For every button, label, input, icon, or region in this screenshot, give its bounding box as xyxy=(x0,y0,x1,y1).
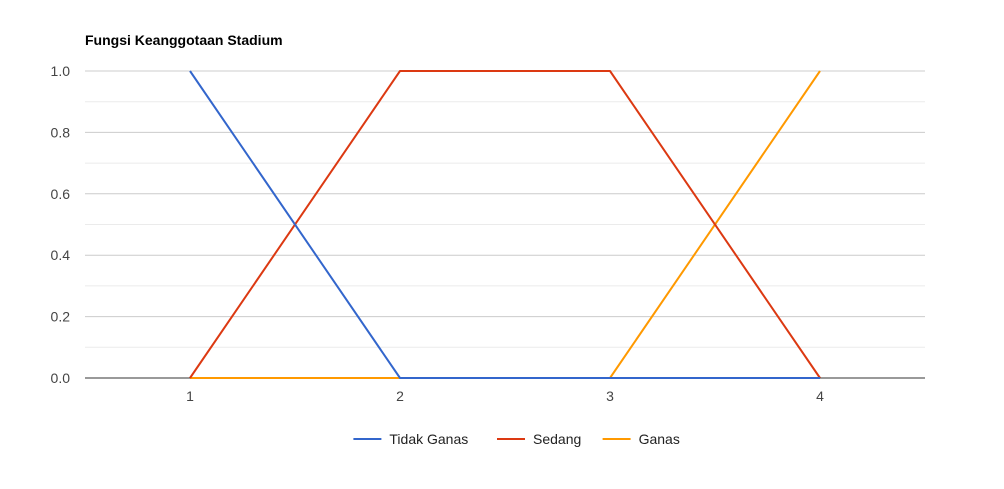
series-lines xyxy=(189,70,821,379)
y-axis-ticks: 0.0 0.2 0.4 0.6 0.8 1.0 xyxy=(51,63,71,386)
y-tick-label: 0.6 xyxy=(51,186,71,202)
y-tick-label: 0.0 xyxy=(51,370,71,386)
x-tick-label: 4 xyxy=(816,388,824,404)
chart-title: Fungsi Keanggotaan Stadium xyxy=(85,32,283,48)
y-tick-label: 0.2 xyxy=(51,309,71,325)
gridlines xyxy=(85,70,925,348)
y-tick-label: 1.0 xyxy=(51,63,71,79)
legend-item-ganas[interactable]: Ganas xyxy=(602,431,680,447)
legend-item-tidak-ganas[interactable]: Tidak Ganas xyxy=(353,431,468,447)
legend-label: Ganas xyxy=(639,431,680,447)
legend-label: Sedang xyxy=(533,431,581,447)
x-tick-label: 1 xyxy=(186,388,194,404)
y-tick-label: 0.8 xyxy=(51,124,71,140)
legend: Tidak Ganas Sedang Ganas xyxy=(353,431,680,447)
x-tick-label: 3 xyxy=(606,388,614,404)
series-line-tidak-ganas xyxy=(189,70,820,379)
y-tick-label: 0.4 xyxy=(51,247,71,263)
x-axis-ticks: 1 2 3 4 xyxy=(186,388,824,404)
legend-label: Tidak Ganas xyxy=(389,431,468,447)
x-tick-label: 2 xyxy=(396,388,404,404)
legend-item-sedang[interactable]: Sedang xyxy=(497,431,581,447)
